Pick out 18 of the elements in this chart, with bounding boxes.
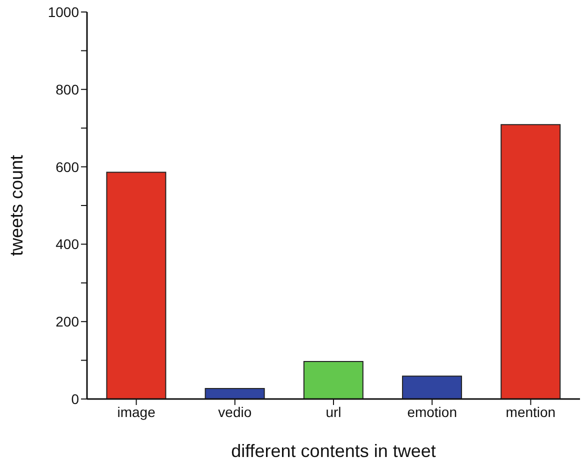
- y-tick-label: 200: [56, 314, 80, 330]
- x-tick-label: vedio: [218, 404, 252, 420]
- y-tick-label: 0: [71, 390, 80, 407]
- x-tick-label: mention: [506, 404, 556, 420]
- bar: [303, 360, 364, 399]
- bar: [204, 388, 265, 399]
- x-tick-label: emotion: [407, 404, 458, 420]
- y-tick-label: 800: [56, 81, 80, 98]
- y-axis-title: tweets count: [6, 154, 26, 256]
- y-tick-label: 400: [56, 236, 80, 252]
- x-tick-label: image: [117, 404, 156, 420]
- x-tick-label: url: [326, 404, 342, 420]
- x-axis-title: different contents in tweet: [231, 441, 436, 461]
- bar: [106, 172, 166, 399]
- bar: [500, 124, 561, 399]
- y-tick-label: 1000: [48, 4, 80, 20]
- y-tick-label: 600: [56, 158, 80, 175]
- bar: [402, 376, 462, 399]
